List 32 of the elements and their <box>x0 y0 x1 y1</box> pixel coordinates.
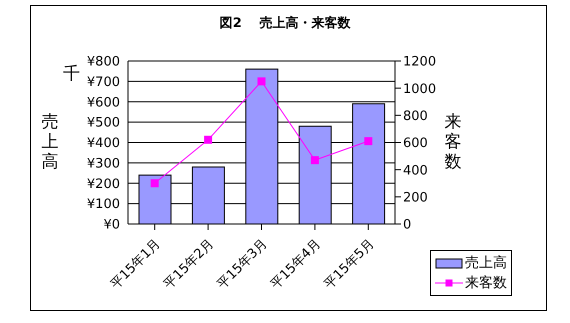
y-tick-label: ¥700 <box>86 74 120 90</box>
y2-tick-label: 800 <box>403 108 428 124</box>
legend-label: 売上高 <box>465 254 507 272</box>
y-tick-label: ¥500 <box>86 116 120 131</box>
point <box>364 137 372 146</box>
point <box>150 179 159 188</box>
x-tick-label: 平15年4月 <box>268 236 324 292</box>
y-axis-title: 売上高 <box>40 112 60 172</box>
y2-tick-label: 0 <box>403 218 412 233</box>
y-tick-label: ¥400 <box>86 136 120 152</box>
y-tick-label: ¥600 <box>86 95 120 110</box>
x-tick-label: 平15年3月 <box>214 236 271 292</box>
y-tick-label: ¥0 <box>103 218 120 233</box>
y2-tick-label: 400 <box>403 163 428 178</box>
point <box>310 156 319 164</box>
point <box>258 77 266 86</box>
y2-tick-label: 1200 <box>403 54 436 70</box>
y2-tick-label: 200 <box>403 190 428 206</box>
y2-tick-label: 1000 <box>403 82 436 97</box>
y-tick-label: ¥100 <box>86 197 120 212</box>
point <box>204 136 212 144</box>
y-tick-label: ¥800 <box>86 54 120 70</box>
y-tick-label: ¥300 <box>86 156 120 172</box>
x-tick-label: 平15年1月 <box>108 236 164 292</box>
y2-tick-label: 600 <box>403 136 428 152</box>
legend-label: 来客数 <box>465 274 507 292</box>
x-tick-label: 平15年2月 <box>161 236 218 292</box>
x-tick-label: 平15年5月 <box>322 236 378 292</box>
y-tick-label: ¥200 <box>86 176 120 192</box>
y2-axis-title: 来客数 <box>444 112 462 172</box>
unit-note: 千 <box>63 63 80 85</box>
chart-title: 図2 売上高・来客数 <box>218 14 352 32</box>
